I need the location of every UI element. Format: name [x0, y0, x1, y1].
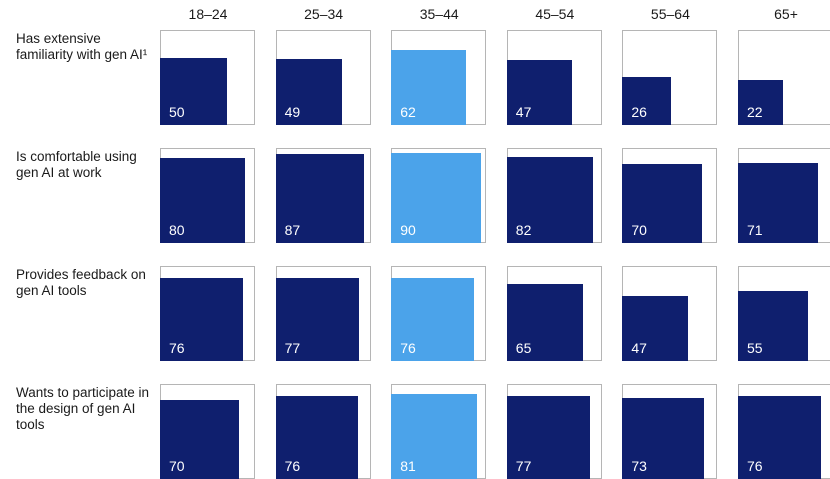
column-header: 55–64	[622, 6, 718, 22]
cell-frame: 87	[276, 148, 371, 243]
cell-frame: 82	[507, 148, 602, 243]
value-label: 22	[747, 104, 763, 120]
value-label: 80	[169, 222, 185, 238]
value-label: 73	[631, 458, 647, 474]
cell-frame: 77	[276, 266, 371, 361]
column-header: 25–34	[276, 6, 372, 22]
cell-frame: 77	[507, 384, 602, 479]
value-label: 47	[631, 340, 647, 356]
cell-frame: 76	[738, 384, 830, 479]
column-header: 35–44	[391, 6, 487, 22]
cell-frame: 80	[160, 148, 255, 243]
value-label: 55	[747, 340, 763, 356]
cell-frame: 71	[738, 148, 830, 243]
row-label: Is comfortable using gen AI at work	[16, 149, 151, 181]
value-label: 90	[400, 222, 416, 238]
value-label: 76	[169, 340, 185, 356]
row-label: Provides feedback on gen AI tools	[16, 267, 151, 299]
cell-frame: 76	[276, 384, 371, 479]
value-label: 76	[285, 458, 301, 474]
value-label: 81	[400, 458, 416, 474]
cell-frame: 81	[391, 384, 486, 479]
column-header: 18–24	[160, 6, 256, 22]
cell-frame: 22	[738, 30, 830, 125]
cell-frame: 73	[622, 384, 717, 479]
row-label: Has extensive familiarity with gen AI¹	[16, 31, 151, 63]
value-label: 82	[516, 222, 532, 238]
value-label: 26	[631, 104, 647, 120]
cell-frame: 70	[160, 384, 255, 479]
value-label: 62	[400, 104, 416, 120]
value-label: 65	[516, 340, 532, 356]
value-label: 77	[285, 340, 301, 356]
cell-frame: 76	[160, 266, 255, 361]
value-label: 47	[516, 104, 532, 120]
value-label: 49	[285, 104, 301, 120]
cell-frame: 70	[622, 148, 717, 243]
cell-frame: 49	[276, 30, 371, 125]
row-label: Wants to participate in the design of ge…	[16, 385, 151, 433]
value-label: 87	[285, 222, 301, 238]
value-label: 76	[747, 458, 763, 474]
value-label: 70	[631, 222, 647, 238]
cell-frame: 47	[507, 30, 602, 125]
cell-frame: 47	[622, 266, 717, 361]
cell-frame: 62	[391, 30, 486, 125]
value-label: 71	[747, 222, 763, 238]
cell-frame: 65	[507, 266, 602, 361]
value-label: 77	[516, 458, 532, 474]
cell-frame: 26	[622, 30, 717, 125]
value-label: 70	[169, 458, 185, 474]
cell-frame: 90	[391, 148, 486, 243]
column-header: 45–54	[507, 6, 603, 22]
cell-frame: 50	[160, 30, 255, 125]
cell-frame: 55	[738, 266, 830, 361]
value-label: 50	[169, 104, 185, 120]
cell-frame: 76	[391, 266, 486, 361]
value-label: 76	[400, 340, 416, 356]
column-header: 65+	[738, 6, 830, 22]
